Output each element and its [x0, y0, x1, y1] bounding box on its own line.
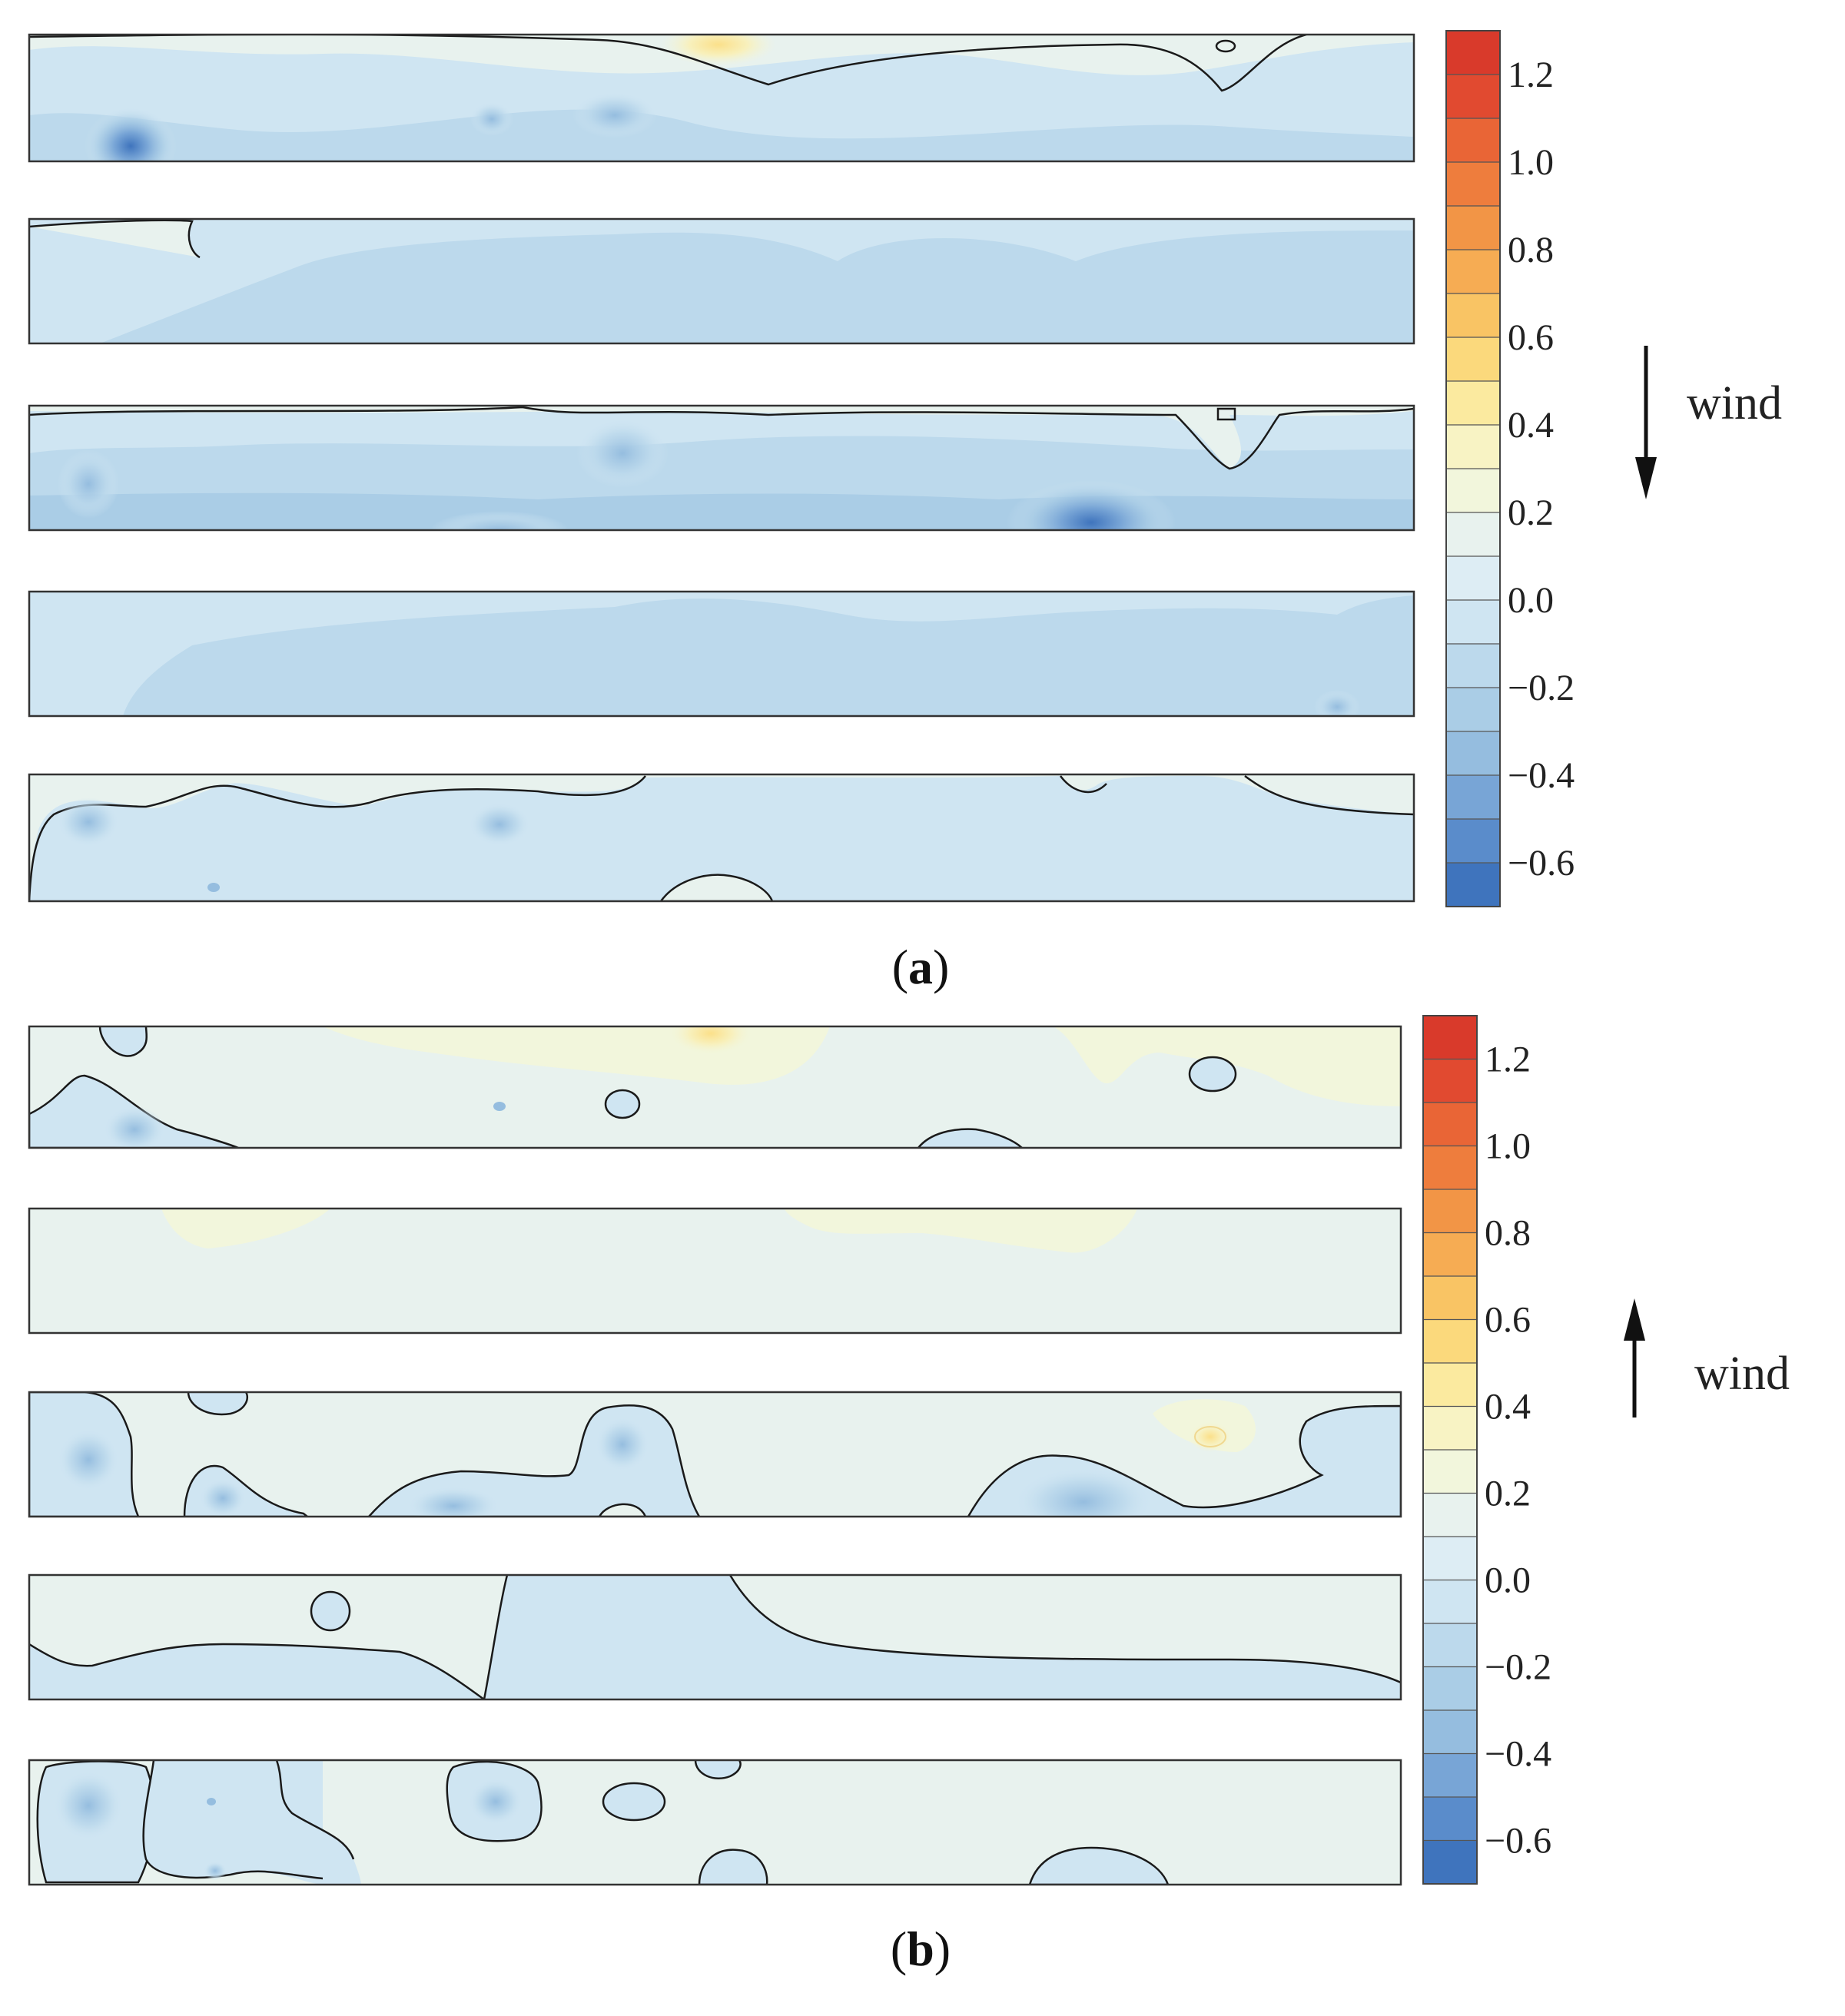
wind-label-b: wind — [1694, 1348, 1790, 1400]
colorbar-b-segment — [1423, 1450, 1477, 1494]
colorbar-b-segment — [1423, 1406, 1477, 1451]
colorbar-b-tick-label: 1.0 — [1485, 1126, 1531, 1167]
strip-b5 — [29, 1760, 1401, 1885]
colorbar-b-tick-label: −0.6 — [1485, 1821, 1551, 1862]
colorbar-a-segment — [1446, 512, 1500, 557]
colorbar-b-tick-label: 1.2 — [1485, 1040, 1531, 1080]
colorbar-b-segment — [1423, 1797, 1477, 1842]
colorbar-b-segment — [1423, 1623, 1477, 1668]
colorbar-a-tick-label: 0.4 — [1508, 405, 1554, 446]
colorbar-a-frame — [1445, 30, 1501, 907]
colorbar-b-segment — [1423, 1580, 1477, 1624]
panel-b: 1.2 1.0 0.8 0.6 0.4 0.2 0.0 −0.2 −0.4 −0.6 wind — [28, 1015, 1790, 1886]
colorbar-a-segment — [1446, 863, 1500, 907]
colorbar-b-segment — [1423, 1102, 1477, 1147]
strip-a4 — [29, 592, 1414, 716]
strip-a3 — [29, 406, 1414, 530]
colorbar-a-segment — [1446, 556, 1500, 601]
colorbar-a-segment — [1446, 425, 1500, 469]
colorbar-b-segment — [1423, 1666, 1477, 1711]
colorbar-b-tick-label: 0.6 — [1485, 1300, 1531, 1341]
colorbar-a-segment — [1446, 381, 1500, 426]
colorbar-a-segment — [1446, 206, 1500, 250]
colorbar-a-segment — [1446, 250, 1500, 294]
colorbar-b-segment — [1423, 1276, 1477, 1321]
colorbar-a-segment — [1446, 337, 1500, 382]
caption-a: (a) — [891, 940, 950, 994]
colorbar-a-segment — [1446, 293, 1500, 338]
colorbar-a-segment — [1446, 819, 1500, 864]
colorbar-b-tick-label: 0.4 — [1485, 1387, 1531, 1427]
strip-a2 — [29, 219, 1414, 343]
colorbar-b-tick-label: 0.2 — [1485, 1474, 1531, 1514]
colorbar-b: 1.2 1.0 0.8 0.6 0.4 0.2 0.0 −0.2 −0.4 −0.6 — [1422, 1015, 1551, 1885]
colorbar-b-segment — [1423, 1189, 1477, 1234]
colorbar-a-tick-label: 0.2 — [1508, 492, 1554, 533]
wind-arrow-a — [1635, 346, 1657, 499]
colorbar-b-segment — [1423, 1146, 1477, 1190]
colorbar-b-segment — [1423, 1319, 1477, 1364]
colorbar-a-segment — [1446, 118, 1500, 163]
strip-b4 — [29, 1575, 1401, 1699]
colorbar-b-tick-label: −0.4 — [1485, 1734, 1551, 1775]
strip-b2 — [29, 1209, 1401, 1333]
colorbar-a-tick-label: 1.0 — [1508, 142, 1554, 183]
colorbar-b-segment — [1423, 1016, 1477, 1060]
colorbar-b-segment — [1423, 1537, 1477, 1581]
colorbar-a-tick-label: 0.6 — [1508, 317, 1554, 358]
caption-b: (b) — [890, 1922, 951, 1976]
colorbar-a-tick-label: −0.6 — [1508, 843, 1575, 884]
colorbar-a-tick-label: 1.2 — [1508, 55, 1554, 95]
strip-a5 — [29, 774, 1414, 901]
colorbar-a-segment — [1446, 688, 1500, 732]
colorbar-a-tick-label: −0.4 — [1508, 755, 1575, 796]
colorbar-b-segment — [1423, 1232, 1477, 1277]
colorbar-a-tick-label: 0.8 — [1508, 230, 1554, 270]
colorbar-b-segment — [1423, 1363, 1477, 1408]
strip-a1 — [29, 35, 1414, 161]
colorbar-a-segment — [1446, 469, 1500, 513]
colorbar-b-segment — [1423, 1059, 1477, 1103]
colorbar-a-segment — [1446, 731, 1500, 776]
colorbar-b-segment — [1423, 1840, 1477, 1885]
colorbar-a-segment — [1446, 775, 1500, 820]
colorbar-b-frame — [1422, 1015, 1478, 1885]
strip-b1 — [29, 1026, 1401, 1148]
panel-a: 1.2 1.0 0.8 0.6 0.4 0.2 0.0 −0.2 −0.4 −0.6 wind — [28, 30, 1782, 907]
colorbar-a-tick-label: −0.2 — [1508, 668, 1575, 708]
colorbar-a-tick-label: 0.0 — [1508, 580, 1554, 621]
wind-label-a: wind — [1687, 377, 1782, 429]
colorbar-a-segment — [1446, 162, 1500, 207]
colorbar-b-tick-label: −0.2 — [1485, 1647, 1551, 1688]
strip-b3 — [29, 1392, 1401, 1517]
colorbar-b-segment — [1423, 1493, 1477, 1537]
colorbar-b-tick-label: 0.8 — [1485, 1213, 1531, 1254]
colorbar-b-segment — [1423, 1710, 1477, 1755]
wind-arrow-b — [1624, 1298, 1645, 1418]
colorbar-b-segment — [1423, 1753, 1477, 1798]
colorbar-a: 1.2 1.0 0.8 0.6 0.4 0.2 0.0 −0.2 −0.4 −0.6 — [1445, 30, 1575, 907]
colorbar-a-segment — [1446, 31, 1500, 75]
colorbar-a-segment — [1446, 75, 1500, 119]
colorbar-b-tick-label: 0.0 — [1485, 1560, 1531, 1601]
colorbar-a-segment — [1446, 600, 1500, 645]
colorbar-a-segment — [1446, 644, 1500, 688]
